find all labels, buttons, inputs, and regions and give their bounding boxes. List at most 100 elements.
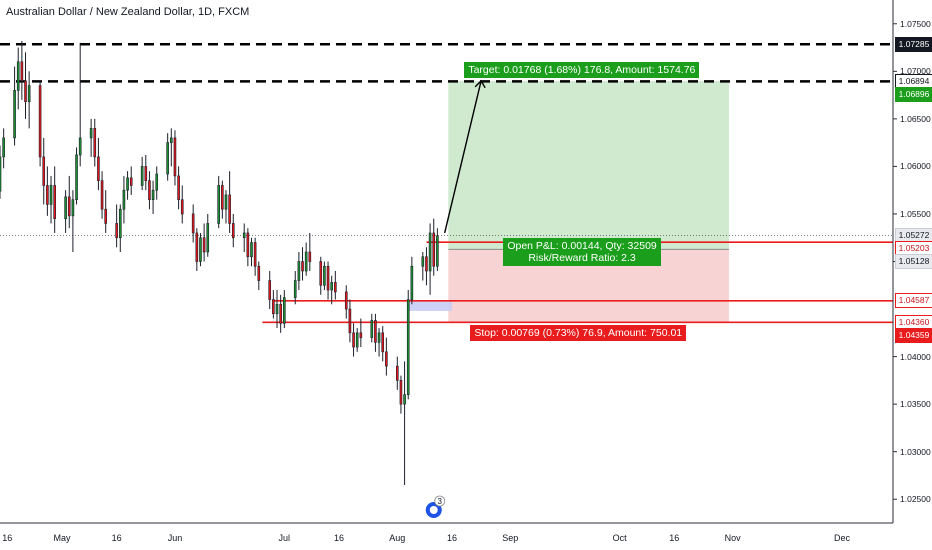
candle-body: [334, 282, 337, 293]
candle-body: [330, 282, 333, 291]
price-badge: 1.06894: [895, 73, 932, 89]
candle-body: [297, 261, 301, 281]
event-flag-dot: [429, 506, 438, 514]
candle-body: [370, 320, 374, 338]
candle-body: [16, 61, 20, 91]
candle-body: [67, 196, 71, 217]
candle-body: [191, 213, 195, 234]
y-tick-label: 1.02500: [900, 494, 931, 505]
candle-body: [421, 256, 425, 267]
x-tick-label: 16: [111, 533, 122, 543]
candle-body: [199, 237, 202, 262]
candle-body: [75, 154, 78, 200]
candle-body: [129, 177, 133, 186]
candle-body: [180, 199, 184, 215]
candle-body: [268, 280, 272, 300]
target-label: Target: 0.01768 (1.68%) 176.8, Amount: 1…: [464, 62, 700, 79]
price-badge: 1.05272: [895, 228, 932, 244]
candle-body: [385, 351, 388, 367]
price-badge: 1.06896: [895, 86, 932, 102]
pnl-label: Open P&L: 0.00144, Qty: 32509 Risk/Rewar…: [503, 238, 661, 267]
x-tick-label: Oct: [612, 533, 627, 543]
x-tick-label: 16: [333, 533, 344, 543]
candle-body: [173, 137, 177, 177]
candle-body: [93, 128, 97, 158]
candle-body: [279, 303, 282, 324]
event-count: 3: [438, 497, 443, 506]
candle-body: [432, 232, 436, 267]
y-tick-label: 1.07500: [900, 18, 931, 29]
price-badge: 1.05203: [895, 241, 932, 257]
price-badge: 1.05128: [895, 254, 932, 270]
candle-body: [399, 380, 403, 405]
price-badge: 1.07285: [895, 36, 932, 52]
candle-body: [71, 199, 75, 217]
y-tick-label: 1.03000: [900, 446, 931, 457]
candle-body: [272, 299, 275, 315]
x-tick-label: Sep: [502, 533, 519, 543]
candle-body: [78, 137, 82, 156]
candle-body: [395, 365, 399, 381]
candle-body: [0, 156, 2, 192]
candle-body: [155, 173, 159, 191]
profit-zone: [448, 81, 729, 250]
candle-body: [410, 265, 414, 300]
x-tick-label: 16: [669, 533, 680, 543]
candle-body: [293, 280, 297, 298]
y-tick-label: 1.03500: [900, 399, 931, 410]
candle-body: [406, 299, 410, 395]
x-tick-label: Jun: [167, 533, 183, 543]
candle-body: [126, 177, 129, 191]
candle-body: [202, 237, 206, 253]
x-tick-label: Dec: [833, 533, 850, 543]
candle-body: [257, 265, 261, 281]
price-badge: 1.04360: [895, 314, 932, 330]
candle-body: [13, 90, 16, 139]
y-tick-label: 1.07000: [900, 66, 931, 77]
price-badge: 1.04587: [895, 293, 932, 309]
y-tick-label: 1.04000: [900, 351, 931, 362]
candle-body: [144, 166, 148, 181]
candle-body: [253, 242, 257, 267]
demand-zone: [408, 301, 452, 311]
candle-body: [122, 189, 126, 210]
pnl-line-2: Risk/Reward Ratio: 2.3: [528, 252, 636, 265]
candle-body: [118, 208, 122, 239]
candle-body: [46, 185, 49, 205]
candle-body: [359, 332, 363, 338]
candle-body: [221, 185, 224, 210]
candle-body: [49, 185, 53, 205]
candle-body: [381, 332, 385, 353]
stop-label: Stop: 0.00769 (0.73%) 76.9, Amount: 750.…: [470, 325, 687, 342]
candle-body: [115, 223, 118, 239]
candle-body: [326, 265, 330, 291]
y-tick-label: 1.05500: [900, 208, 931, 219]
candle-body: [166, 142, 169, 175]
projection-arrow: [443, 80, 482, 234]
candle-body: [344, 291, 348, 310]
price-badge: 1.04359: [895, 327, 932, 343]
candle-body: [148, 180, 151, 200]
candle-body: [104, 208, 108, 224]
candle-body: [38, 85, 42, 158]
chart-title: Australian Dollar / New Zealand Dollar, …: [6, 6, 250, 18]
candle-body: [403, 394, 406, 405]
candle-body: [282, 297, 286, 324]
x-tick-label: 16: [446, 533, 457, 543]
candle-body: [374, 320, 377, 343]
candle-body: [140, 166, 144, 186]
candle-body: [355, 332, 359, 348]
candle-body: [352, 332, 355, 348]
candle-body: [275, 303, 279, 315]
candle-body: [170, 137, 173, 143]
candle-body: [24, 80, 27, 103]
candle-body: [64, 196, 67, 220]
arrow-head: [474, 79, 486, 89]
candle-body: [348, 308, 352, 334]
x-tick-label: 16: [2, 533, 13, 543]
candle-body: [246, 232, 250, 258]
candle-body: [206, 223, 210, 253]
candle-body: [89, 128, 93, 139]
